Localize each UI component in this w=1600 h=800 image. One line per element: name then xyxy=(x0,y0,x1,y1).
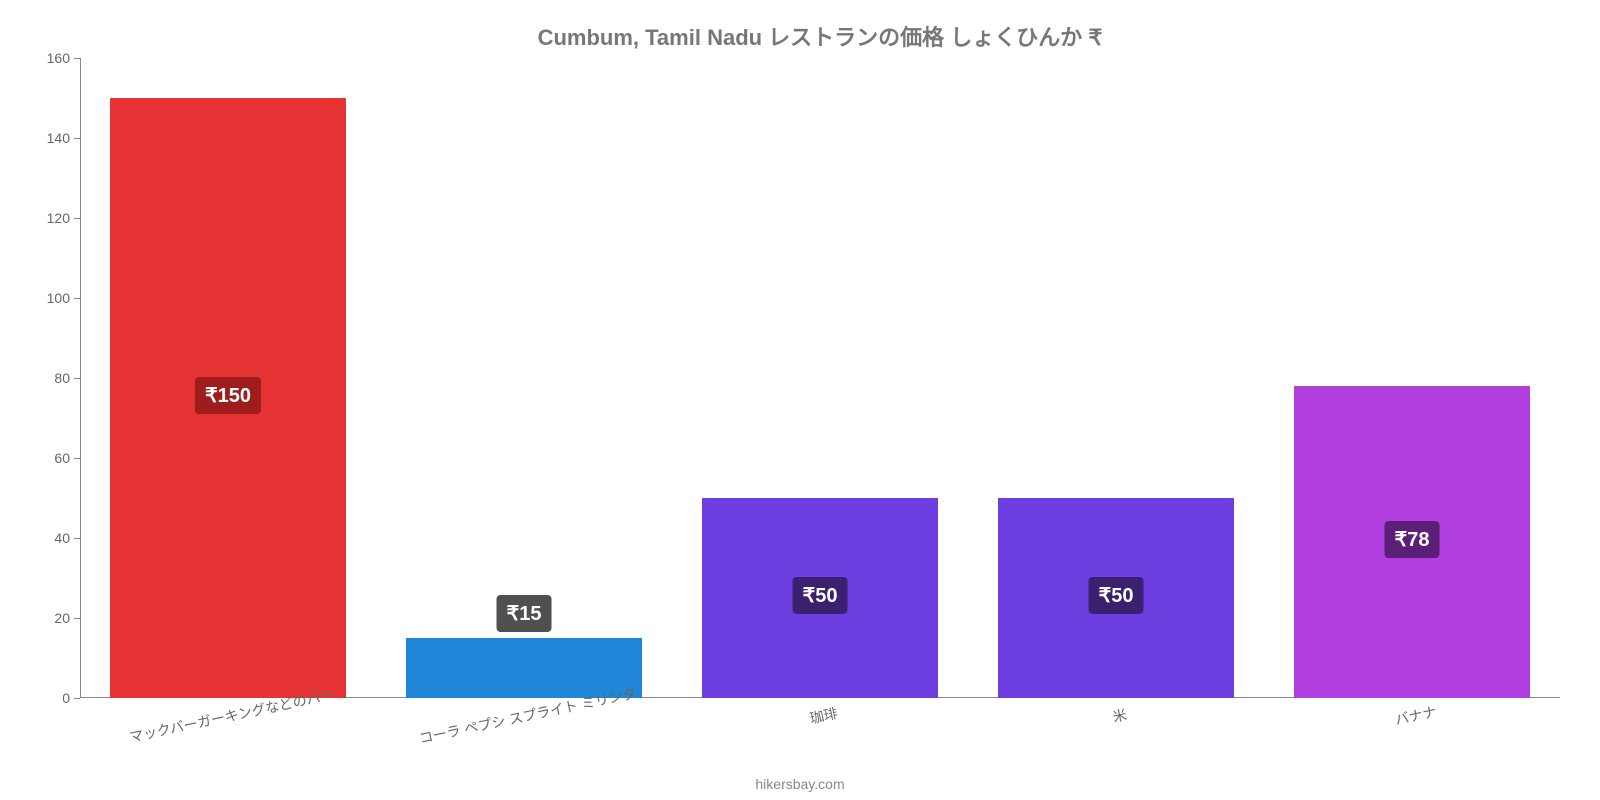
value-badge: ₹78 xyxy=(1384,521,1439,558)
value-badge: ₹150 xyxy=(195,377,261,414)
y-tick-label: 60 xyxy=(54,450,80,466)
plot-area: ₹150₹15₹50₹50₹78 020406080100120140160マッ… xyxy=(80,58,1560,698)
value-badge: ₹50 xyxy=(1088,577,1143,614)
y-tick-label: 20 xyxy=(54,610,80,626)
chart-container: Cumbum, Tamil Nadu レストランの価格 しょくひんか ₹ ₹15… xyxy=(0,0,1600,800)
y-tick-label: 100 xyxy=(47,290,80,306)
x-tick-label: 米 xyxy=(1109,697,1129,727)
y-tick-label: 140 xyxy=(47,130,80,146)
y-tick-label: 80 xyxy=(54,370,80,386)
bar: ₹150 xyxy=(110,98,347,698)
bars-group: ₹150 ₹15 ₹50 ₹50 ₹78 xyxy=(80,58,1560,698)
chart-footer: hikersbay.com xyxy=(0,776,1600,792)
value-badge: ₹15 xyxy=(496,595,551,632)
y-tick-label: 40 xyxy=(54,530,80,546)
bar: ₹50 xyxy=(998,498,1235,698)
bar: ₹50 xyxy=(702,498,939,698)
bar: ₹78 xyxy=(1294,386,1531,698)
x-tick-label: 珈琲 xyxy=(806,695,839,728)
y-tick-label: 0 xyxy=(62,690,80,706)
y-tick-label: 120 xyxy=(47,210,80,226)
y-tick-label: 160 xyxy=(47,50,80,66)
x-tick-label: バナナ xyxy=(1391,694,1438,730)
chart-title: Cumbum, Tamil Nadu レストランの価格 しょくひんか ₹ xyxy=(80,20,1560,52)
value-badge: ₹50 xyxy=(792,577,847,614)
